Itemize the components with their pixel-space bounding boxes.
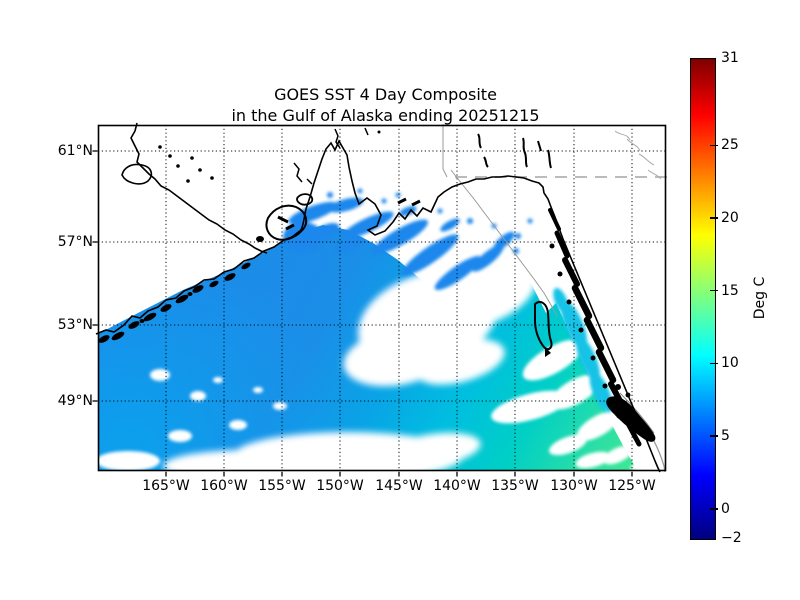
- colorbar-tick-label: 15: [721, 282, 739, 299]
- afognak-island: [296, 193, 314, 206]
- colorbar-tick-label: 25: [721, 137, 739, 154]
- pws-islands: [397, 197, 421, 207]
- aleutian-chain-islands: [98, 262, 251, 343]
- sst-patchy-streaks: [283, 188, 533, 291]
- colorbar-unit-label: Deg C: [752, 276, 768, 320]
- coast-washington: [653, 440, 666, 473]
- colorbar-tick-mark: [710, 435, 718, 437]
- map-plot: [92, 122, 667, 477]
- alexander-archipelago: [548, 208, 642, 447]
- lat-tick-label: 49°N: [57, 393, 93, 409]
- lon-tick-label: 165°W: [142, 478, 190, 494]
- archipelago-islets: [549, 243, 631, 419]
- lon-tick-label: 160°W: [200, 478, 248, 494]
- map-frame: [97, 124, 667, 472]
- kodiak-satellite-1: [256, 236, 264, 242]
- lake-iliamna: [121, 163, 153, 185]
- river-yukon-1: [614, 130, 641, 152]
- figure-title: GOES SST 4 Day Composite in the Gulf of …: [98, 84, 673, 126]
- colorbar-tick-mark: [710, 362, 718, 365]
- axis-tick-marks: [92, 150, 633, 477]
- kodiak-detail: [277, 215, 295, 231]
- coast-gulf-of-alaska: [95, 139, 661, 473]
- interior-rivers-east: [477, 133, 552, 169]
- lat-tick-label: 53°N: [57, 317, 93, 333]
- coastlines: [95, 122, 661, 473]
- colorbar-tick-mark: [710, 290, 718, 292]
- colorbar-tick-label: −2: [721, 530, 742, 546]
- lon-tick-label: 130°W: [550, 478, 598, 494]
- colorbar-tick-label: 5: [721, 428, 730, 445]
- river-yukon-3: [647, 169, 662, 180]
- border-141w: [442, 124, 448, 178]
- coast-bristol-bay: [130, 122, 268, 254]
- coast-strait-georgia: [619, 392, 655, 434]
- vancouver-island: [606, 396, 656, 442]
- river-susitna: [293, 127, 369, 185]
- borders: [442, 124, 667, 473]
- colorbar-tick-label: 31: [721, 50, 739, 66]
- colorbar-tick-mark: [710, 217, 718, 219]
- haida-gwaii-south-tip: [545, 347, 551, 357]
- lon-tick-label: 150°W: [316, 478, 364, 494]
- title-line-2: in the Gulf of Alaska ending 20251215: [231, 106, 540, 125]
- border-ak-bc: [450, 169, 558, 317]
- lon-tick-label: 155°W: [258, 478, 306, 494]
- title-line-1: GOES SST 4 Day Composite: [274, 85, 497, 104]
- haida-gwaii-island: [534, 301, 553, 351]
- colorbar-tick-label: 20: [721, 210, 739, 226]
- colorbar-tick-label: 10: [721, 355, 739, 372]
- lat-tick-label: 57°N: [57, 234, 93, 250]
- lon-tick-label: 140°W: [433, 478, 481, 494]
- kodiak-island: [265, 204, 308, 241]
- colorbar-tick-mark: [710, 144, 718, 146]
- lat-tick-label: 61°N: [57, 143, 93, 159]
- cloud-cover: [98, 255, 654, 471]
- lon-tick-label: 135°W: [491, 478, 539, 494]
- lon-tick-label: 125°W: [608, 478, 656, 494]
- graticule: [98, 125, 666, 471]
- colorbar-tick-mark: [710, 508, 718, 510]
- interior-lakes: [158, 130, 381, 183]
- river-yukon-2: [638, 153, 655, 166]
- colorbar-tick-label: 0: [721, 500, 730, 517]
- lon-tick-label: 145°W: [375, 478, 423, 494]
- colorbar: [690, 58, 716, 540]
